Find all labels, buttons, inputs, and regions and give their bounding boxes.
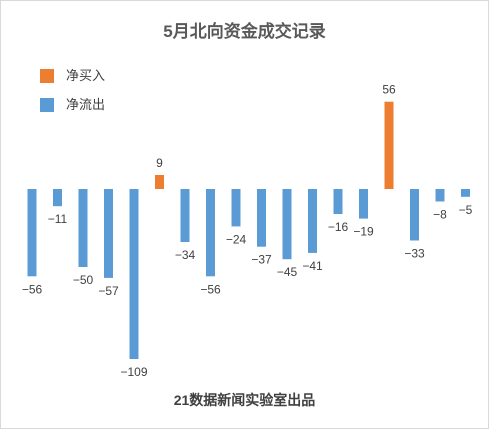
data-label-17: −8 <box>433 208 447 222</box>
legend-label-net-outflow: 净流出 <box>66 97 106 112</box>
bar-3 <box>78 189 88 267</box>
bar-4 <box>104 189 113 278</box>
bar-15 <box>384 101 394 189</box>
data-label-8: −56 <box>200 282 221 296</box>
bar-10 <box>257 189 266 247</box>
data-label-16: −33 <box>404 247 425 261</box>
legend-label-net-buy: 净买入 <box>66 68 106 83</box>
bar-2 <box>53 189 62 207</box>
data-label-18: −5 <box>459 203 473 217</box>
data-label-2: −11 <box>48 212 68 226</box>
data-label-14: −19 <box>353 225 374 239</box>
bar-16 <box>410 189 419 241</box>
data-label-11: −45 <box>277 265 298 279</box>
data-label-12: −41 <box>302 259 323 273</box>
bar-11 <box>282 189 292 260</box>
data-label-15: 56 <box>382 83 396 97</box>
data-label-3: −50 <box>73 273 94 287</box>
bar-18 <box>461 189 470 197</box>
data-label-7: −34 <box>175 248 196 262</box>
legend-swatch-net-outflow <box>40 98 54 112</box>
bar-5 <box>129 189 139 359</box>
chart-title: 5月北向资金成交记录 <box>163 22 326 41</box>
bar-13 <box>333 189 343 214</box>
bar-9 <box>231 189 241 227</box>
data-label-10: −37 <box>251 253 272 267</box>
data-label-4: −57 <box>98 284 119 298</box>
legend-swatch-net-buy <box>40 69 54 83</box>
data-label-1: −56 <box>22 282 43 296</box>
bar-14 <box>359 189 368 219</box>
bar-6 <box>155 175 164 189</box>
bar-1 <box>27 189 37 277</box>
data-label-13: −16 <box>328 220 349 234</box>
data-label-5: −109 <box>120 365 147 379</box>
data-label-6: 9 <box>156 156 163 170</box>
data-label-9: −24 <box>226 232 247 246</box>
chart-footer: 21数据新闻实验室出品 <box>173 392 316 408</box>
bar-12 <box>308 189 317 253</box>
bar-8 <box>206 189 215 277</box>
bar-17 <box>435 189 445 202</box>
bar-7 <box>180 189 190 242</box>
